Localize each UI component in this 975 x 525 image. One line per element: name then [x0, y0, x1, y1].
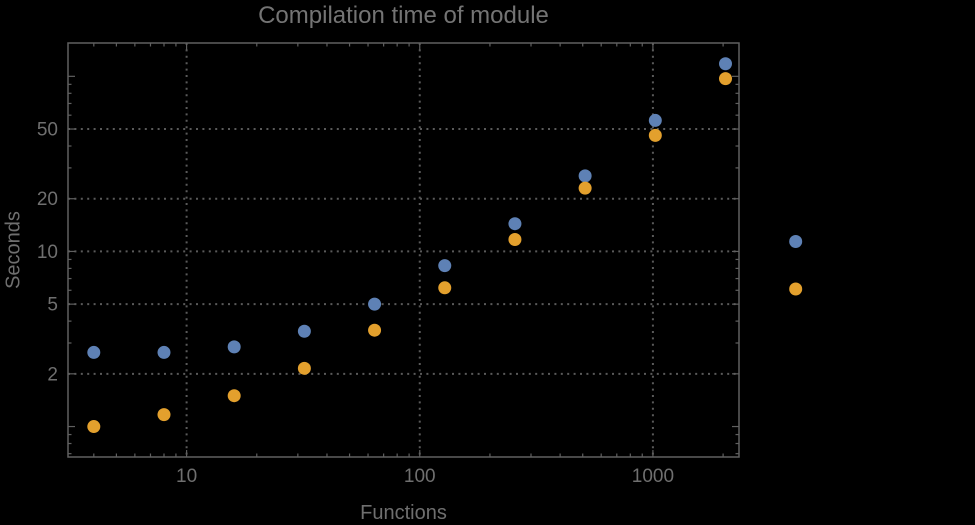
data-point-blue — [227, 340, 241, 354]
data-point-blue — [438, 259, 452, 273]
x-tick-label: 100 — [404, 466, 436, 487]
y-tick-label: 50 — [37, 120, 58, 141]
data-point-blue — [368, 297, 382, 311]
data-point-orange — [719, 72, 733, 86]
data-point-blue — [87, 345, 101, 359]
data-point-orange — [157, 408, 171, 422]
data-point-blue — [508, 217, 522, 231]
data-point-blue — [789, 234, 803, 248]
y-tick-label: 10 — [37, 242, 58, 263]
data-point-orange — [508, 232, 522, 246]
chart-title: Compilation time of module — [258, 2, 549, 29]
data-point-orange — [578, 181, 592, 195]
y-tick-label: 2 — [47, 364, 58, 385]
data-point-orange — [789, 282, 803, 296]
x-tick-label: 10 — [176, 466, 197, 487]
data-point-orange — [297, 361, 311, 375]
data-point-orange — [438, 281, 452, 295]
data-point-blue — [719, 57, 733, 71]
plot-frame — [67, 42, 740, 458]
x-axis-title: Functions — [360, 502, 447, 524]
data-point-blue — [297, 324, 311, 338]
data-point-blue — [578, 169, 592, 183]
data-point-orange — [87, 420, 101, 434]
data-point-orange — [227, 389, 241, 403]
data-point-orange — [648, 128, 662, 142]
data-point-orange — [368, 323, 382, 337]
y-tick-label: 5 — [47, 295, 58, 316]
data-point-blue — [157, 345, 171, 359]
x-tick-label: 1000 — [632, 466, 674, 487]
y-tick-label: 20 — [37, 189, 58, 210]
data-point-blue — [648, 113, 662, 127]
